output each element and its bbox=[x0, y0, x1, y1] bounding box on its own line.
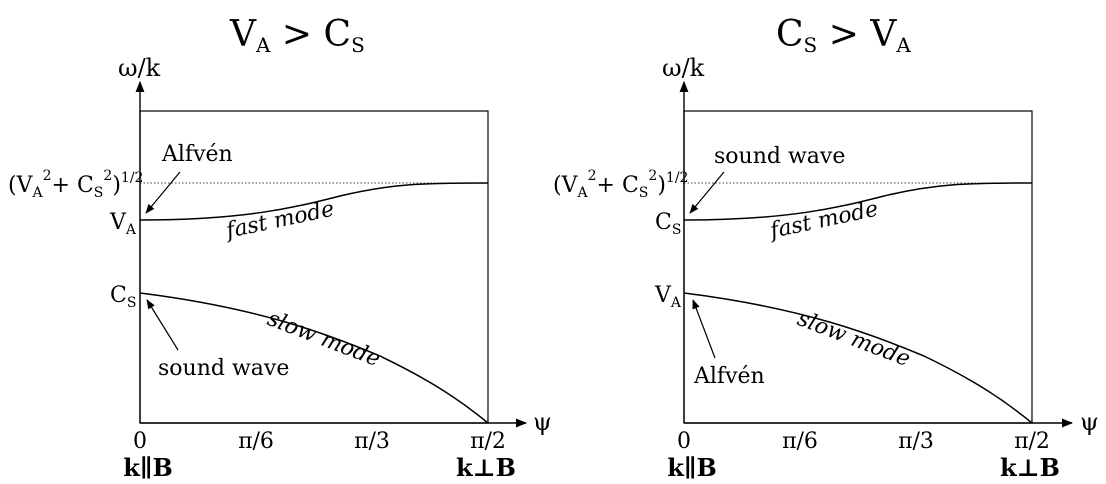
k-perp-label: k⊥B bbox=[1000, 453, 1060, 482]
lower-annotation: Alfvén bbox=[693, 364, 765, 389]
x-tick: 0 bbox=[677, 429, 691, 454]
slow-mode-curve bbox=[139, 292, 489, 424]
upper-annotation-arrow bbox=[689, 171, 725, 214]
x-tick: π/3 bbox=[898, 429, 934, 454]
x-axis-label: ψ bbox=[1080, 408, 1099, 436]
lower-level-label: CS bbox=[110, 283, 136, 311]
k-parallel-label: k∥B bbox=[667, 453, 717, 482]
upper-annotation: Alfvén bbox=[161, 142, 233, 167]
fast-mode-label: fast mode bbox=[766, 197, 880, 245]
panel-title: VA > CS bbox=[229, 14, 365, 57]
lower-annotation-arrow bbox=[146, 299, 179, 351]
lower-level-label: VA bbox=[654, 283, 682, 311]
fast-mode-label: fast mode bbox=[222, 197, 336, 245]
upper-annotation: sound wave bbox=[714, 144, 845, 169]
fast-mode-curve bbox=[139, 182, 489, 221]
slow-mode-curve bbox=[683, 292, 1033, 424]
slow-mode-label: slow mode bbox=[794, 306, 914, 372]
lower-annotation: sound wave bbox=[158, 356, 289, 381]
fast-mode-curve bbox=[683, 182, 1033, 221]
x-tick: π/6 bbox=[782, 429, 818, 454]
lower-annotation-arrow bbox=[692, 299, 716, 359]
x-tick: π/6 bbox=[238, 429, 274, 454]
panel-left: VA > CS ω/k ψ (VA2+ CS2)1/2 VA CS fast m… bbox=[8, 14, 552, 482]
y-axis-label: ω/k bbox=[662, 54, 705, 82]
asymptote-label: (VA2+ CS2)1/2 bbox=[8, 168, 143, 201]
k-perp-label: k⊥B bbox=[456, 453, 516, 482]
x-tick: π/2 bbox=[1014, 429, 1050, 454]
asymptote-label: (VA2+ CS2)1/2 bbox=[553, 168, 688, 201]
upper-annotation-arrow bbox=[145, 171, 181, 214]
panel-right: CS > VA ω/k ψ (VA2+ CS2)1/2 CS VA fast m… bbox=[553, 14, 1099, 482]
x-tick: 0 bbox=[133, 429, 147, 454]
x-tick: π/3 bbox=[354, 429, 390, 454]
upper-level-label: VA bbox=[109, 210, 137, 238]
upper-level-label: CS bbox=[655, 210, 681, 238]
y-axis-label: ω/k bbox=[118, 54, 161, 82]
x-axis-label: ψ bbox=[533, 408, 552, 436]
panel-title: CS > VA bbox=[776, 14, 911, 57]
k-parallel-label: k∥B bbox=[123, 453, 173, 482]
x-tick: π/2 bbox=[470, 429, 506, 454]
